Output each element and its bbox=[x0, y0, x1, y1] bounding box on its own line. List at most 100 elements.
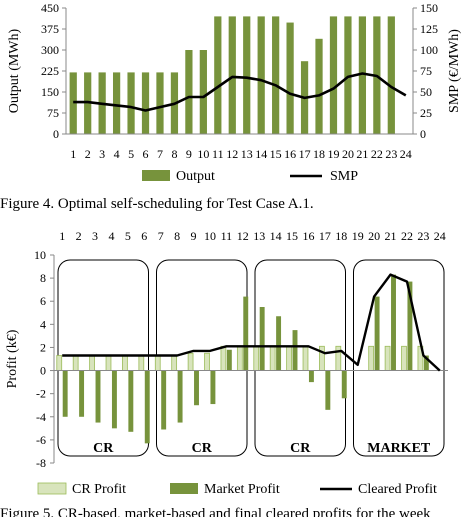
x-tick-label: 23 bbox=[385, 147, 397, 161]
output-bar bbox=[127, 72, 135, 134]
group-box bbox=[254, 259, 346, 457]
y-tick-label: 450 bbox=[41, 1, 59, 15]
y2-tick-label: 50 bbox=[420, 85, 432, 99]
cleared-profit-line bbox=[62, 273, 441, 372]
y2-tick-label: 125 bbox=[420, 22, 438, 36]
y-axis-title: Profit (k€) bbox=[5, 329, 20, 388]
market-profit-bar bbox=[226, 349, 232, 371]
cr-profit-bar bbox=[105, 355, 112, 371]
market-profit-bar bbox=[95, 370, 101, 423]
output-bar bbox=[387, 16, 395, 134]
legend-label-output: Output bbox=[176, 169, 215, 184]
x-tick-label: 9 bbox=[191, 229, 197, 243]
x-tick-label: 17 bbox=[299, 147, 311, 161]
market-profit-bar bbox=[177, 370, 183, 423]
x-tick-label: 19 bbox=[352, 229, 364, 243]
legend-swatch-output bbox=[142, 170, 170, 181]
output-bar bbox=[243, 16, 251, 134]
cr-profit-bar bbox=[253, 345, 260, 371]
output-bar bbox=[141, 72, 150, 134]
y2-tick-label: 150 bbox=[420, 1, 438, 15]
group-label: CR bbox=[93, 441, 114, 456]
legend-label-market: Market Profit bbox=[204, 482, 280, 497]
x-tick-label: 11 bbox=[212, 147, 224, 161]
y-tick-label: 225 bbox=[41, 64, 59, 78]
x-tick-label: 3 bbox=[99, 147, 105, 161]
x-tick-label: 11 bbox=[221, 229, 233, 243]
y-tick-label: 8 bbox=[40, 271, 46, 285]
market-profit-bar bbox=[325, 370, 331, 410]
x-tick-label: 15 bbox=[270, 147, 282, 161]
y2-tick-label: 0 bbox=[420, 127, 426, 141]
group-label: CR bbox=[290, 441, 311, 456]
y-tick-label: 10 bbox=[34, 248, 46, 262]
x-tick-label: 3 bbox=[92, 229, 98, 243]
x-tick-label: 20 bbox=[368, 229, 380, 243]
cr-profit-bar bbox=[72, 355, 79, 371]
smp-line bbox=[73, 72, 407, 112]
cr-profit-bar bbox=[56, 355, 63, 371]
x-tick-label: 14 bbox=[255, 147, 267, 161]
legend-label-cr: CR Profit bbox=[72, 482, 126, 497]
cr-profit-bar bbox=[286, 345, 292, 371]
x-tick-label: 10 bbox=[197, 147, 209, 161]
market-profit-bar bbox=[423, 355, 429, 371]
y2-tick-label: 75 bbox=[420, 64, 432, 78]
x-tick-label: 5 bbox=[125, 229, 131, 243]
output-bar bbox=[257, 16, 265, 134]
y2-tick-label: 100 bbox=[420, 43, 438, 57]
y-tick-label: 6 bbox=[40, 294, 46, 308]
output-bar bbox=[228, 16, 236, 134]
x-tick-label: 2 bbox=[76, 229, 82, 243]
output-bar bbox=[199, 50, 207, 134]
x-tick-label: 5 bbox=[128, 147, 134, 161]
figure5-caption: Figure 5. CR-based, market-based and fin… bbox=[0, 506, 431, 517]
y-tick-label: 375 bbox=[41, 22, 59, 36]
x-tick-label: 13 bbox=[241, 147, 253, 161]
cr-profit-bar bbox=[236, 345, 243, 371]
x-tick-label: 12 bbox=[237, 229, 249, 243]
output-bar bbox=[358, 16, 367, 134]
y-tick-label: -2 bbox=[36, 387, 46, 401]
x-tick-label: 7 bbox=[158, 229, 164, 243]
output-bar bbox=[286, 22, 294, 135]
output-bar bbox=[156, 72, 164, 134]
market-profit-bar bbox=[374, 296, 380, 371]
market-profit-bar bbox=[276, 316, 282, 371]
market-profit-bar bbox=[194, 370, 199, 406]
market-profit-bar bbox=[62, 370, 68, 417]
cr-profit-bar bbox=[384, 345, 391, 371]
market-profit-bar bbox=[144, 370, 150, 444]
x-tick-label: 24 bbox=[400, 147, 412, 161]
output-bar bbox=[344, 16, 352, 134]
x-tick-label: 23 bbox=[417, 229, 429, 243]
cr-profit-bar bbox=[171, 355, 178, 371]
legend-label-cleared: Cleared Profit bbox=[358, 482, 437, 497]
x-tick-label: 1 bbox=[59, 229, 65, 243]
y-tick-label: -6 bbox=[36, 433, 46, 447]
y-tick-label: 150 bbox=[41, 85, 59, 99]
x-tick-label: 8 bbox=[174, 229, 180, 243]
y-tick-label: 0 bbox=[40, 364, 46, 378]
group-box bbox=[57, 259, 149, 457]
group-label: MARKET bbox=[367, 441, 431, 456]
cr-profit-bar bbox=[187, 352, 194, 371]
group-label: CR bbox=[192, 441, 213, 456]
y-tick-label: 0 bbox=[53, 127, 59, 141]
x-tick-label: 13 bbox=[253, 229, 265, 243]
x-tick-label: 1 bbox=[70, 147, 76, 161]
market-profit-bar bbox=[210, 370, 216, 405]
legend-swatch-cr bbox=[37, 482, 67, 495]
x-tick-label: 9 bbox=[186, 147, 192, 161]
x-tick-label: 18 bbox=[313, 147, 325, 161]
x-tick-label: 6 bbox=[143, 147, 149, 161]
y2-axis-title: SMP (€/MWh) bbox=[447, 29, 462, 113]
market-profit-bar bbox=[79, 370, 85, 417]
x-tick-label: 22 bbox=[371, 147, 383, 161]
y-tick-label: 2 bbox=[40, 340, 46, 354]
cr-profit-bar bbox=[269, 345, 276, 371]
market-profit-bar bbox=[292, 330, 298, 371]
